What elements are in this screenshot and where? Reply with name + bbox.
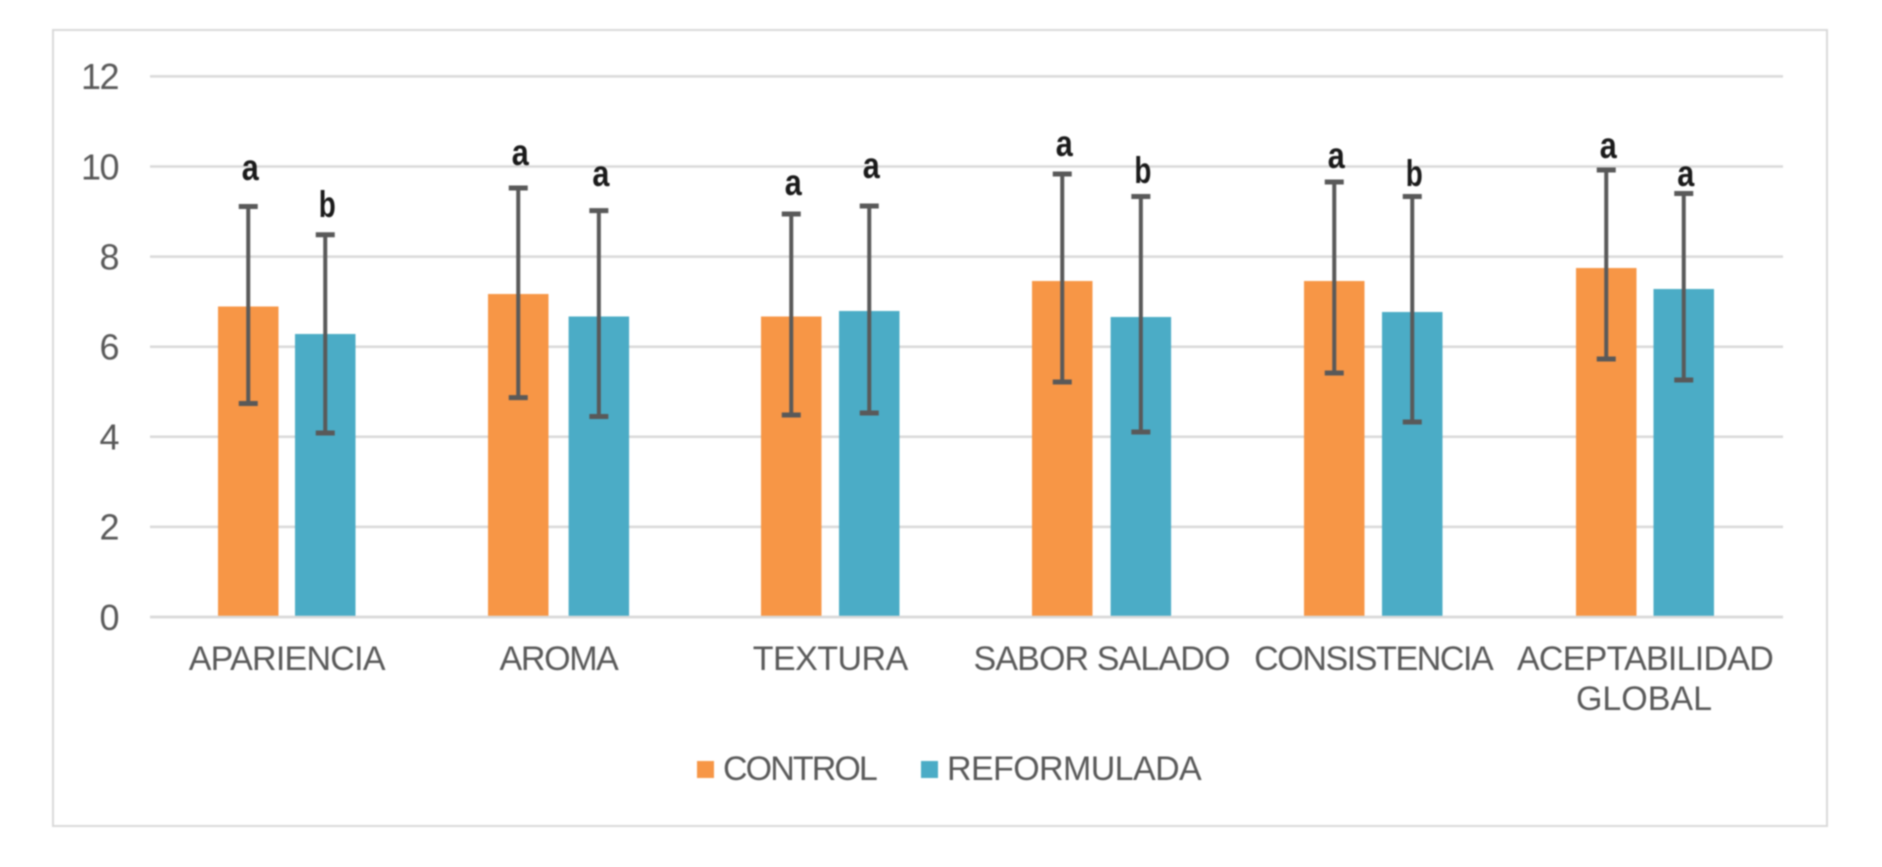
svg-text:a: a <box>1677 153 1694 194</box>
svg-text:12: 12 <box>81 56 119 97</box>
svg-text:6: 6 <box>99 327 118 368</box>
svg-text:10: 10 <box>81 146 119 187</box>
svg-text:4: 4 <box>99 417 118 458</box>
svg-text:b: b <box>1406 153 1423 194</box>
svg-text:0: 0 <box>99 597 118 638</box>
svg-text:AROMA: AROMA <box>500 640 620 678</box>
svg-text:TEXTURA: TEXTURA <box>753 640 909 678</box>
svg-text:SABOR SALADO: SABOR SALADO <box>974 640 1230 678</box>
svg-text:GLOBAL: GLOBAL <box>1576 680 1712 718</box>
svg-text:REFORMULADA: REFORMULADA <box>947 750 1202 788</box>
svg-text:8: 8 <box>99 236 118 277</box>
svg-text:a: a <box>1056 123 1073 164</box>
svg-text:b: b <box>1134 150 1151 191</box>
svg-text:ACEPTABILIDAD: ACEPTABILIDAD <box>1517 640 1773 678</box>
svg-text:CONTROL: CONTROL <box>723 750 877 788</box>
svg-text:a: a <box>785 162 802 203</box>
svg-text:APARIENCIA: APARIENCIA <box>189 640 386 678</box>
svg-text:a: a <box>592 153 609 194</box>
svg-text:2: 2 <box>99 507 118 548</box>
svg-text:a: a <box>863 145 880 186</box>
svg-text:a: a <box>242 147 259 188</box>
svg-text:a: a <box>512 132 529 173</box>
svg-text:CONSISTENCIA: CONSISTENCIA <box>1254 640 1494 678</box>
svg-text:b: b <box>319 184 336 225</box>
svg-text:a: a <box>1600 125 1617 166</box>
svg-text:a: a <box>1328 135 1345 176</box>
